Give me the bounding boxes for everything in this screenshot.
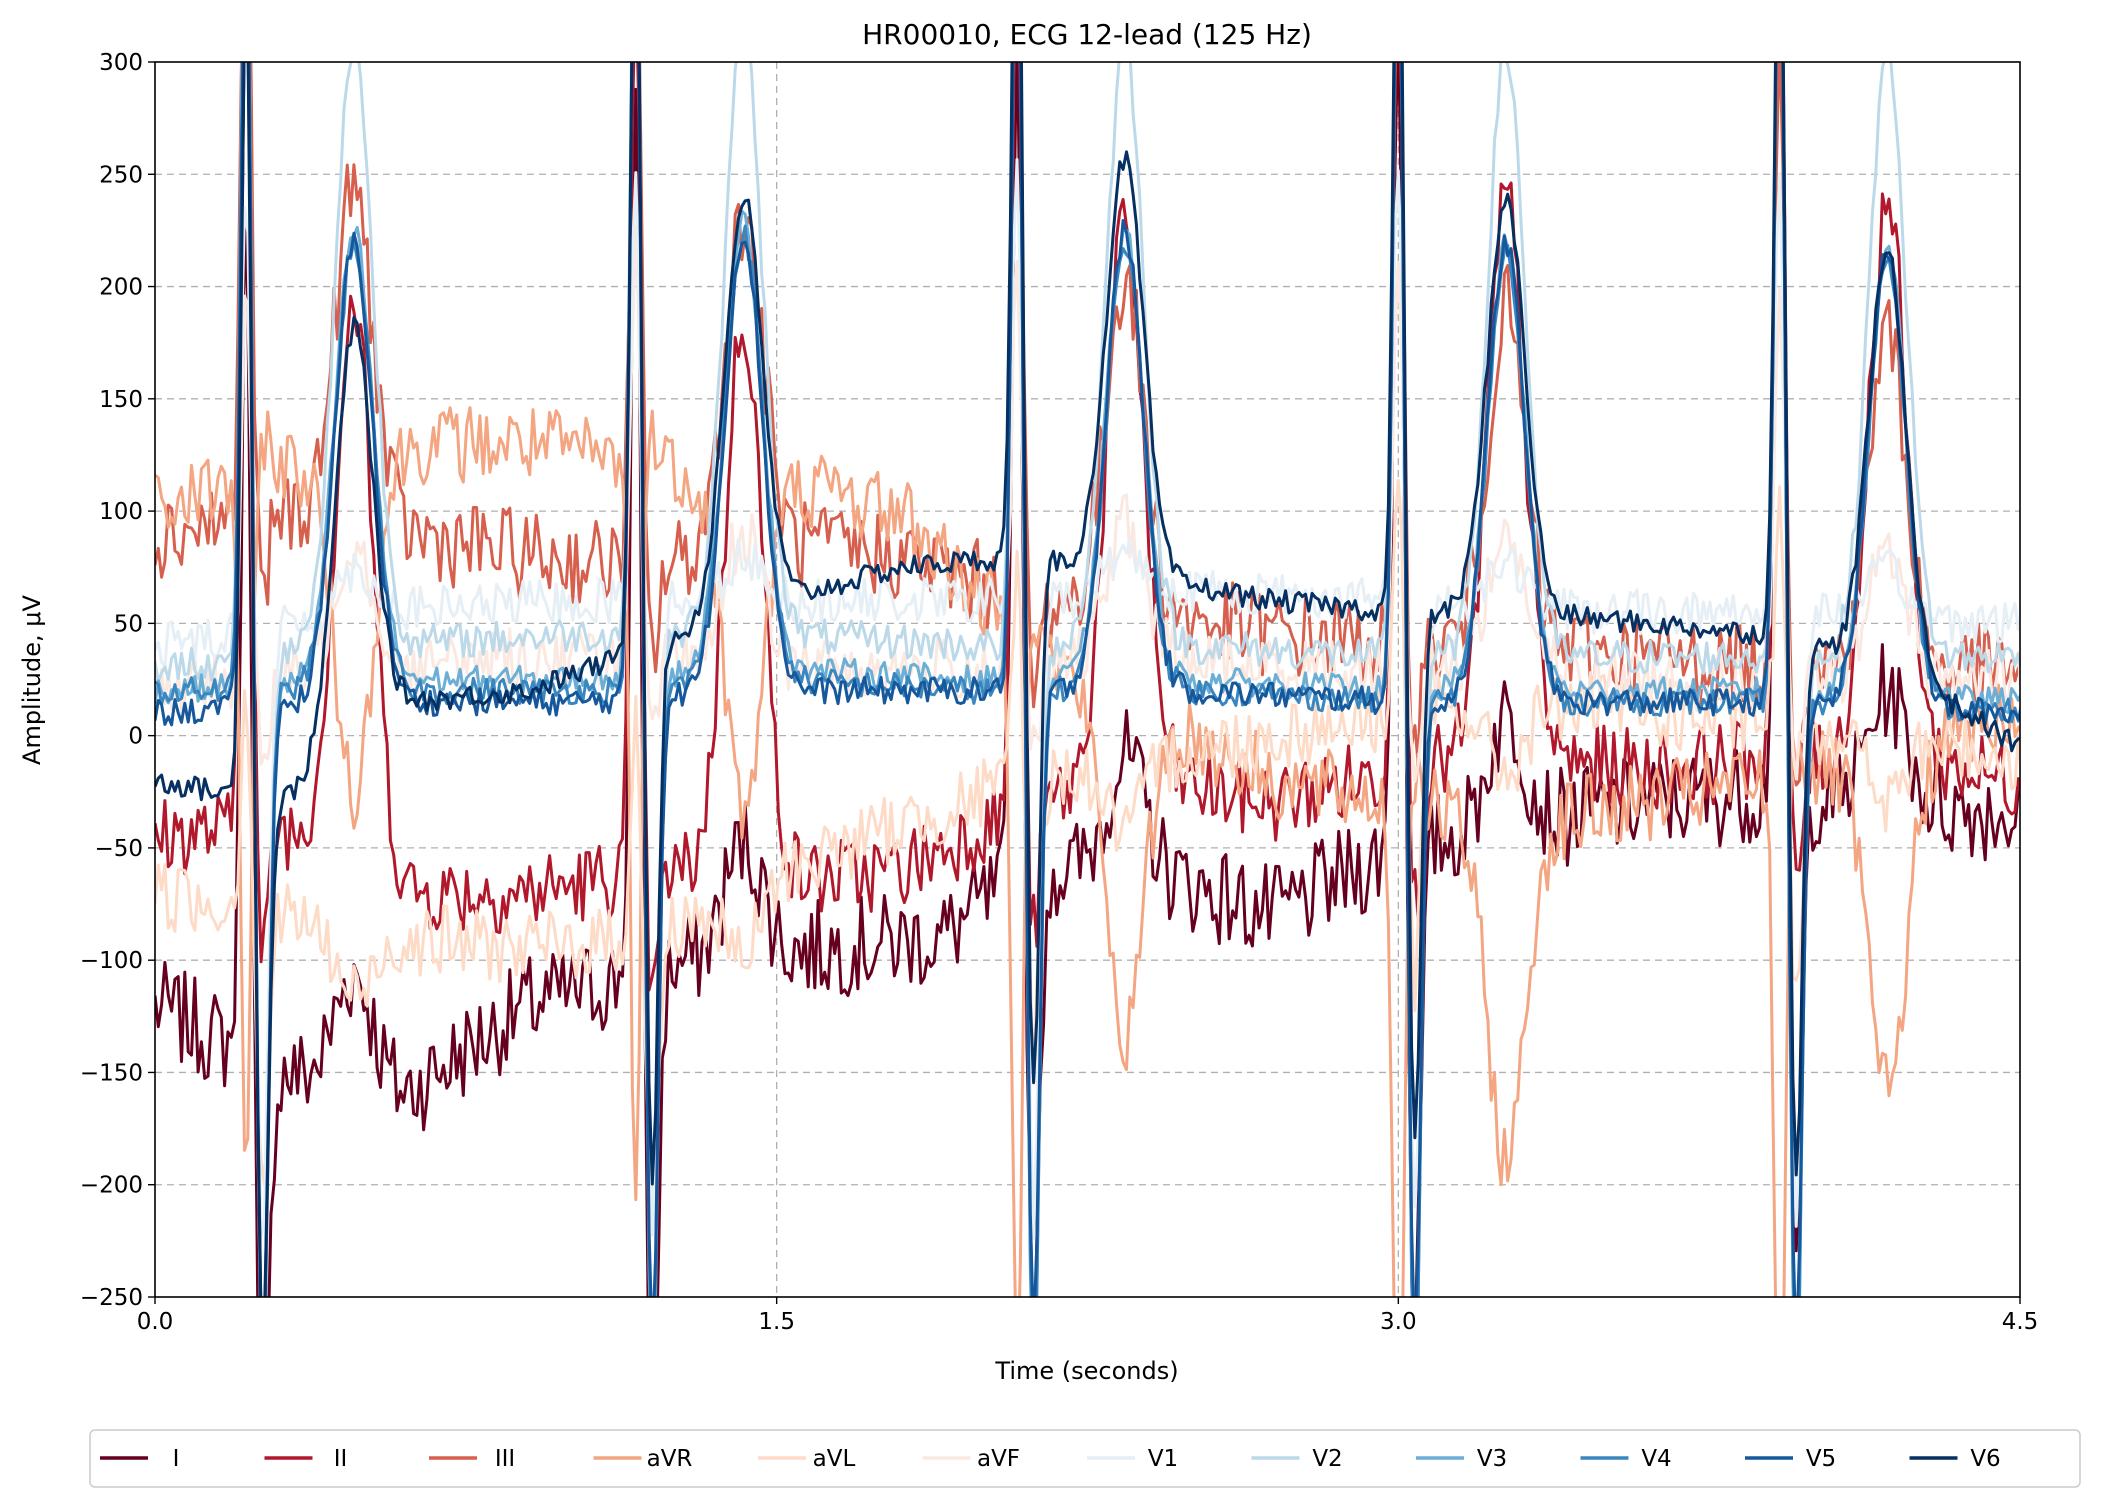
legend-label: V6 [1970,1446,2000,1472]
x-tick-label: 3.0 [1380,1309,1417,1335]
legend-label: III [495,1446,515,1472]
series-line-avl [155,478,2020,1211]
legend-item: V5 [1745,1446,1836,1472]
legend-label: aVR [647,1446,693,1472]
y-tick-label: −250 [80,1285,143,1311]
y-tick-label: 250 [99,162,143,188]
legend-frame [89,1429,2081,1488]
legend-label: V2 [1312,1446,1342,1472]
legend-item: III [429,1446,515,1472]
chart-title: HR00010, ECG 12-lead (125 Hz) [862,18,1312,51]
series-line-avr [155,406,2020,1297]
y-tick-label: 150 [99,387,143,413]
axis-ticks: 300 250 200 150 100 50 0 −50 −100 −150 −200 −2500.0… [80,50,2038,1335]
y-tick-label: 0 [128,724,143,750]
plot-frame [154,61,2021,1298]
y-tick-label: 50 [114,611,143,637]
legend-item: aVR [593,1446,693,1472]
legend: I II III aVR aVL aVF V1 V2 V3 V4 V5 V6 [89,1429,2081,1488]
legend-item: V3 [1416,1446,1507,1472]
series-line-v2 [155,62,2020,1297]
y-tick-label: 100 [99,499,143,525]
legend-label: aVL [813,1446,856,1472]
series-line-v1 [155,158,2020,1241]
series-lines [155,62,2020,1297]
legend-label: V3 [1477,1446,1507,1472]
legend-item: V4 [1580,1446,1672,1472]
legend-label: V5 [1806,1446,1836,1472]
legend-label: aVF [977,1446,1020,1472]
legend-item: V6 [1909,1446,2001,1472]
x-tick-label: 1.5 [758,1309,795,1335]
legend-item: V2 [1251,1446,1343,1472]
legend-item: aVF [922,1446,1020,1472]
y-tick-label: 300 [99,50,143,76]
legend-label: V4 [1641,1446,1671,1472]
legend-item: I [100,1446,179,1472]
y-tick-label: −100 [80,948,143,974]
grid-lines [155,62,2020,1297]
y-tick-label: 200 [99,275,143,301]
series-line-v4 [155,62,2020,1297]
y-tick-label: −200 [80,1173,143,1199]
y-tick-label: −150 [80,1060,143,1086]
x-tick-label: 4.5 [2002,1309,2039,1335]
series-line-v6 [155,62,2020,1297]
series-line-i [155,62,2020,1297]
legend-label: V1 [1148,1446,1178,1472]
x-tick-label: 0.0 [137,1309,174,1335]
legend-item: aVL [758,1446,856,1472]
x-axis-title: Time (seconds) [994,1357,1178,1385]
legend-label: II [334,1446,348,1472]
legend-label: I [173,1446,180,1472]
y-axis-title: Amplitude, μV [18,594,46,765]
legend-item: V1 [1087,1446,1178,1472]
y-tick-label: −50 [94,836,143,862]
legend-item: II [264,1446,348,1472]
